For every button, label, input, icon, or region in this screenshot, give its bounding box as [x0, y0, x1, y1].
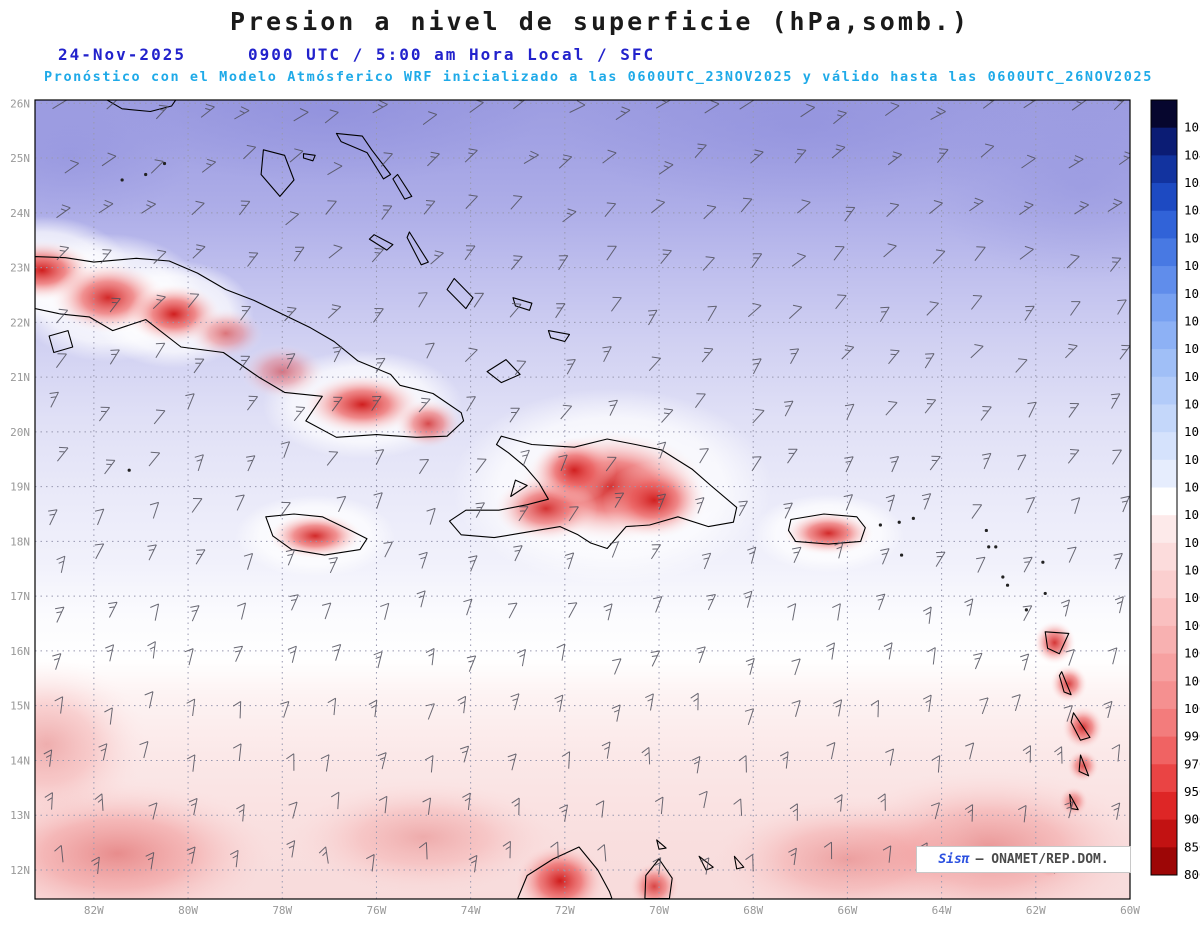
lon-tick-label: 60W — [1120, 904, 1140, 917]
colorbar-label: 1025 — [1184, 258, 1200, 273]
colorbar-label: 1014 — [1184, 480, 1200, 495]
lat-tick-label: 19N — [10, 481, 30, 494]
coastline-puerto-rico — [787, 513, 866, 545]
coastline-eleuthera — [335, 132, 392, 180]
axis-labels: 26N 25N 24N 23N 22N 21N 20N 19N 18N 17N 16N 15N 14N 1… — [10, 97, 1140, 917]
coastline-isla-juventud — [48, 330, 74, 354]
coastline-long-island — [406, 231, 429, 266]
colorbar-label: 1017 — [1184, 396, 1200, 411]
coastline-new-providence — [302, 153, 316, 162]
lat-tick-label: 17N — [10, 590, 30, 603]
chart-title: Presion a nivel de superficie (hPa,somb.… — [229, 7, 971, 36]
lon-tick-label: 74W — [461, 904, 481, 917]
colorbar-label: 1020 — [1184, 313, 1200, 328]
lat-tick-label: 12N — [10, 864, 30, 877]
coastline-andros — [260, 149, 295, 197]
coastline-mayaguana — [512, 297, 533, 311]
colorbar-label: 1002 — [1184, 673, 1200, 688]
colorbar-label: 1004 — [1184, 646, 1200, 661]
colorbar-label: 1040 — [1184, 147, 1200, 162]
coastline-bonaire — [733, 855, 745, 870]
coastline-st-vincent — [1069, 793, 1079, 811]
lat-tick-label: 20N — [10, 426, 30, 439]
coastline-crooked-acklins — [446, 277, 474, 310]
watermark: Sisπ — ONAMET/REP.DOM. — [916, 846, 1131, 873]
coastline-st-lucia — [1078, 754, 1090, 777]
coastline-great-inagua — [486, 359, 521, 384]
colorbar-label: 1006 — [1184, 618, 1200, 633]
lat-tick-label: 16N — [10, 645, 30, 658]
coastline-florida — [105, 100, 177, 113]
lon-tick-label: 78W — [272, 904, 292, 917]
lat-tick-label: 22N — [10, 316, 30, 329]
lat-tick-label: 15N — [10, 700, 30, 713]
colorbar-label: 1028 — [1184, 230, 1200, 245]
lon-tick-label: 72W — [555, 904, 575, 917]
coastline-guadeloupe — [1044, 631, 1070, 655]
colorbar-label: 1000 — [1184, 701, 1200, 716]
colorbar-label: 1035 — [1184, 175, 1200, 190]
lon-tick-label: 62W — [1026, 904, 1046, 917]
colorbar-label: 1019 — [1184, 341, 1200, 356]
lat-tick-label: 24N — [10, 207, 30, 220]
lat-tick-label: 13N — [10, 809, 30, 822]
forecast-line: Pronóstico con el Modelo Atmósferico WRF… — [44, 69, 1153, 85]
lat-tick-label: 18N — [10, 535, 30, 548]
colorbar-label: 850 — [1184, 839, 1200, 854]
date-label: 24-Nov-2025 — [58, 45, 186, 64]
coastline-hispaniola — [448, 435, 738, 550]
watermark-brand: Sisπ — [938, 852, 970, 867]
colorbar-label: 950 — [1184, 784, 1200, 799]
coastline-turks-caicos — [547, 330, 571, 343]
colorbar-label: 1050 — [1184, 120, 1200, 135]
coastline-martinique — [1070, 712, 1091, 741]
colorbar-label: 1013 — [1184, 507, 1200, 522]
coastline-aruba — [656, 839, 667, 850]
colorbar-label: 990 — [1184, 729, 1200, 744]
datetime-row: 24-Nov-2025 0900 UTC / 5:00 am Hora Loca… — [58, 45, 655, 64]
watermark-text: — ONAMET/REP.DOM. — [975, 852, 1109, 867]
lat-tick-label: 26N — [10, 97, 30, 110]
lon-tick-label: 66W — [837, 904, 857, 917]
colorbar-label: 1008 — [1184, 590, 1200, 605]
lon-tick-label: 64W — [932, 904, 952, 917]
time-label: 0900 UTC / 5:00 am Hora Local / SFC — [247, 45, 656, 64]
coastline-curacao — [698, 855, 714, 871]
lon-tick-label: 70W — [649, 904, 669, 917]
coastline-dominica — [1058, 671, 1072, 696]
lat-tick-label: 25N — [10, 152, 30, 165]
lat-tick-label: 23N — [10, 262, 30, 275]
coastline-cat-island — [392, 173, 413, 200]
coastline-guajira — [517, 846, 613, 899]
lon-tick-label: 76W — [367, 904, 387, 917]
colorbar-label: 1018 — [1184, 369, 1200, 384]
lat-tick-label: 14N — [10, 754, 30, 767]
gridlines — [35, 100, 1130, 899]
coastline-gonave — [510, 479, 528, 498]
colorbar-label: 800 — [1184, 867, 1200, 882]
coastlines — [35, 100, 1091, 899]
colorbar-label: 1012 — [1184, 535, 1200, 550]
map-layers — [35, 100, 1130, 899]
colorbar-label: 1030 — [1184, 203, 1200, 218]
map-frame — [34, 99, 1131, 900]
wind-barbs — [43, 100, 1130, 875]
colorbar-label: 900 — [1184, 812, 1200, 827]
coastline-cuba — [35, 256, 465, 438]
colorbar: 1050 1040 1035 1030 1028 1025 1022 1020 1019 1018… — [1150, 99, 1200, 882]
lat-tick-label: 21N — [10, 371, 30, 384]
colorbar-label: 1015 — [1184, 452, 1200, 467]
colorbar-label: 970 — [1184, 756, 1200, 771]
colorbar-label: 1016 — [1184, 424, 1200, 439]
lon-tick-label: 68W — [743, 904, 763, 917]
lon-tick-label: 82W — [84, 904, 104, 917]
coastline-jamaica — [265, 513, 368, 556]
colorbar-label: 1022 — [1184, 286, 1200, 301]
lon-tick-label: 80W — [178, 904, 198, 917]
coastline-exuma — [368, 234, 394, 251]
